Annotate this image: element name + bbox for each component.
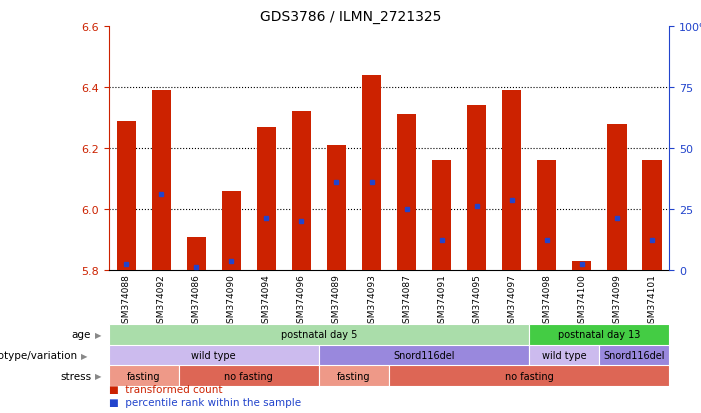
Bar (327, 146, 346, 271)
Bar (572, 261, 592, 271)
Bar (257, 127, 276, 271)
Text: fasting: fasting (127, 371, 161, 381)
Bar (642, 161, 662, 271)
Bar (292, 112, 311, 271)
Text: GSM374101: GSM374101 (648, 273, 656, 328)
Bar (529, 324, 669, 345)
Bar (537, 161, 557, 271)
Text: GSM374088: GSM374088 (122, 273, 130, 328)
Text: ■  percentile rank within the sample: ■ percentile rank within the sample (109, 397, 301, 407)
Bar (467, 106, 486, 271)
Text: postnatal day 13: postnatal day 13 (558, 330, 641, 339)
Text: ▶: ▶ (95, 330, 101, 339)
Bar (607, 124, 627, 271)
Text: Snord116del: Snord116del (393, 350, 455, 360)
Bar (179, 366, 319, 386)
Text: GDS3786 / ILMN_2721325: GDS3786 / ILMN_2721325 (260, 10, 441, 24)
Bar (362, 76, 381, 271)
Bar (116, 121, 136, 271)
Text: GSM374087: GSM374087 (402, 273, 411, 328)
Text: ■  transformed count: ■ transformed count (109, 385, 222, 394)
Bar (389, 366, 669, 386)
Text: fasting: fasting (337, 371, 371, 381)
Bar (599, 345, 669, 366)
Text: no fasting: no fasting (505, 371, 554, 381)
Text: GSM374100: GSM374100 (578, 273, 586, 328)
Text: no fasting: no fasting (224, 371, 273, 381)
Bar (529, 345, 599, 366)
Text: wild type: wild type (542, 350, 587, 360)
Text: stress: stress (60, 371, 91, 381)
Text: GSM374093: GSM374093 (367, 273, 376, 328)
Bar (109, 345, 319, 366)
Bar (319, 366, 389, 386)
Text: GSM374095: GSM374095 (472, 273, 481, 328)
Text: GSM374099: GSM374099 (613, 273, 621, 328)
Text: wild type: wild type (191, 350, 236, 360)
Text: age: age (72, 330, 91, 339)
Text: genotype/variation: genotype/variation (0, 350, 77, 360)
Bar (222, 191, 241, 271)
Text: GSM374090: GSM374090 (227, 273, 236, 328)
Bar (151, 91, 171, 271)
Text: postnatal day 5: postnatal day 5 (281, 330, 357, 339)
Text: GSM374098: GSM374098 (543, 273, 551, 328)
Text: GSM374086: GSM374086 (192, 273, 200, 328)
Bar (502, 91, 522, 271)
Text: GSM374094: GSM374094 (262, 273, 271, 328)
Text: GSM374092: GSM374092 (157, 273, 165, 328)
Text: GSM374091: GSM374091 (437, 273, 446, 328)
Bar (319, 345, 529, 366)
Text: GSM374089: GSM374089 (332, 273, 341, 328)
Text: ▶: ▶ (95, 371, 101, 380)
Bar (397, 115, 416, 271)
Text: Snord116del: Snord116del (604, 350, 665, 360)
Text: ▶: ▶ (81, 351, 87, 360)
Bar (432, 161, 451, 271)
Bar (109, 366, 179, 386)
Bar (186, 237, 206, 271)
Bar (109, 324, 529, 345)
Text: GSM374096: GSM374096 (297, 273, 306, 328)
Text: GSM374097: GSM374097 (508, 273, 516, 328)
